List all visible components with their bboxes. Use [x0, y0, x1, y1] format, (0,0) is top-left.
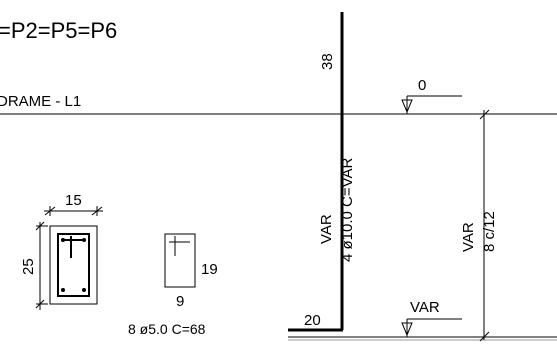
section-stirrup	[57, 233, 90, 297]
pillar-title: =P2=P5=P6	[0, 18, 117, 43]
frame-label: DRAME - L1	[0, 93, 81, 110]
bar-spec-label: 4 ø10.0 C=VAR	[339, 157, 356, 262]
stirrup-zone-spec-label: 8 c/12	[481, 211, 498, 252]
stirrup-width-label: 9	[176, 293, 184, 310]
section-outline	[49, 225, 98, 305]
top-level-label: 0	[418, 77, 426, 94]
bottom-level-label: VAR	[410, 299, 440, 316]
bar-dot-bottom-left	[61, 288, 65, 292]
stirrup-zone-length-label: VAR	[460, 222, 477, 252]
stirrup-outline	[164, 233, 196, 288]
stirrup-zone-dimension	[479, 109, 490, 342]
section-width-label: 15	[65, 192, 82, 209]
stirrup-height-label: 19	[201, 261, 218, 278]
top-level-marker	[401, 95, 462, 114]
cross-section	[49, 225, 98, 305]
section-height-label: 25	[20, 258, 37, 275]
bar-length-label: VAR	[318, 214, 335, 244]
longitudinal-bar	[288, 12, 344, 332]
stirrup-detail	[164, 233, 196, 288]
bottom-level-marker	[401, 318, 462, 337]
bar-hook-length-label: 20	[304, 312, 321, 329]
stirrup-spec-label: 8 ø5.0 C=68	[128, 321, 206, 337]
bar-dot-bottom-right	[82, 288, 86, 292]
section-width-dimension	[44, 206, 103, 216]
bar-top-length-label: 38	[319, 53, 336, 70]
section-height-dimension	[35, 221, 48, 310]
